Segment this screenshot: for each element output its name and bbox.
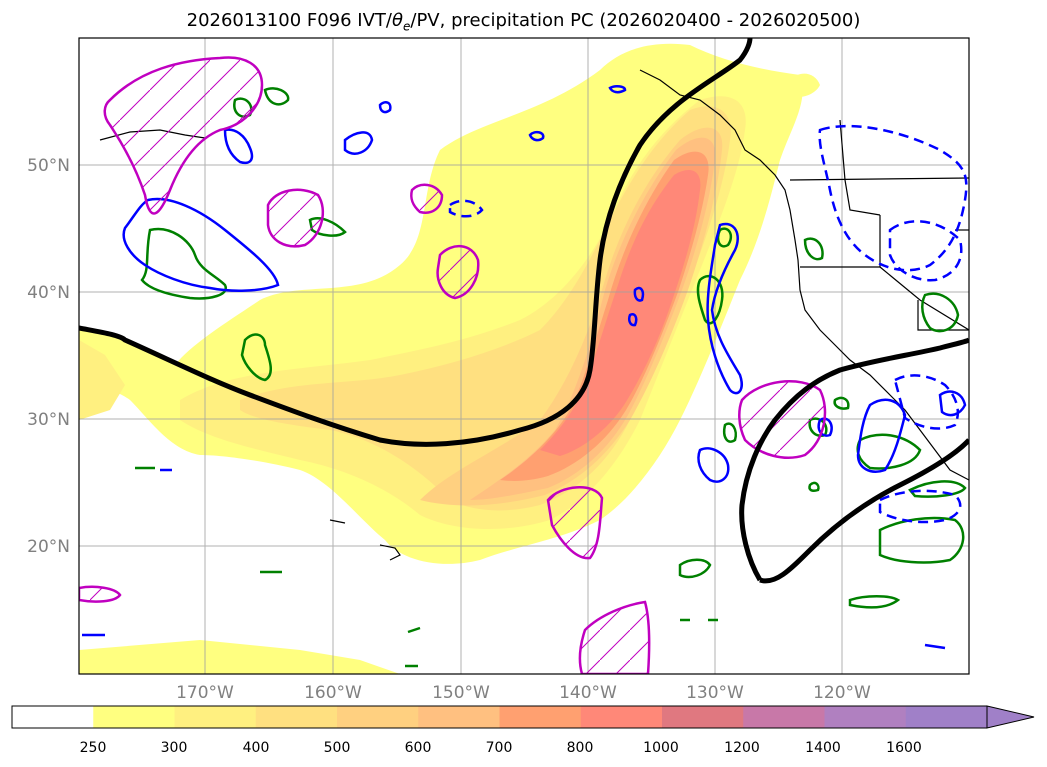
colorbar-tick-1400: 1400: [805, 740, 841, 756]
colorbar-labels: 250 300 400 500 600 700 800 1000 1200 14…: [80, 740, 922, 756]
lat-label-20: 20°N: [27, 537, 70, 557]
lon-label-170w: 170°W: [176, 683, 234, 703]
map-frame: [78, 37, 970, 675]
colorbar-tick-1600: 1600: [886, 740, 922, 756]
colorbar-tick-300: 300: [161, 740, 188, 756]
colorbar-tick-400: 400: [243, 740, 270, 756]
colorbar-segment: [662, 706, 744, 728]
colorbar-segment: [255, 706, 338, 728]
longitude-labels: 170°W 160°W 150°W 140°W 130°W 120°W: [176, 683, 871, 703]
colorbar: [11, 705, 1035, 729]
title-suffix: /PV, precipitation PC (2026020400 - 2026…: [410, 10, 861, 31]
lat-label-50: 50°N: [27, 156, 70, 176]
pv-hatched-areas: [79, 56, 827, 674]
colorbar-tick-600: 600: [405, 740, 432, 756]
colorbar-segment: [905, 706, 988, 728]
latitude-labels: 20°N 30°N 40°N 50°N: [27, 156, 70, 557]
lat-label-40: 40°N: [27, 283, 70, 303]
lon-label-130w: 130°W: [686, 683, 744, 703]
colorbar-segment: [824, 706, 907, 728]
lon-label-160w: 160°W: [304, 683, 362, 703]
colorbar-segment: [580, 706, 663, 728]
coastlines: [99, 69, 969, 561]
colorbar-extend-arrow: [986, 705, 1035, 729]
lon-label-120w: 120°W: [813, 683, 871, 703]
lon-label-140w: 140°W: [559, 683, 617, 703]
lat-label-30: 30°N: [27, 410, 70, 430]
title-theta: θ: [391, 10, 403, 31]
colorbar-segment: [418, 706, 500, 728]
lon-label-150w: 150°W: [432, 683, 490, 703]
map-panel: [79, 38, 969, 674]
colorbar-segment: [499, 706, 582, 728]
blue-contours: [82, 85, 967, 650]
colorbar-segment: [174, 706, 257, 728]
colorbar-segment: [743, 706, 825, 728]
colorbar-segment: [93, 706, 175, 728]
theta-e-contours: [79, 38, 969, 584]
blue-dashed-contours: [448, 124, 968, 524]
figure-title: 2026013100 F096 IVT/θe/PV, precipitation…: [0, 10, 1047, 34]
colorbar-tick-800: 800: [567, 740, 594, 756]
colorbar-tick-1000: 1000: [643, 740, 679, 756]
colorbar-tick-1200: 1200: [724, 740, 760, 756]
colorbar-frame: [11, 705, 987, 729]
colorbar-tick-250: 250: [80, 740, 107, 756]
title-prefix: 2026013100 F096 IVT/: [186, 10, 392, 31]
colorbar-tick-500: 500: [324, 740, 351, 756]
colorbar-segment: [337, 706, 419, 728]
colorbar-segment: [12, 706, 94, 728]
title-theta-sub: e: [403, 19, 411, 34]
colorbar-tick-700: 700: [486, 740, 513, 756]
